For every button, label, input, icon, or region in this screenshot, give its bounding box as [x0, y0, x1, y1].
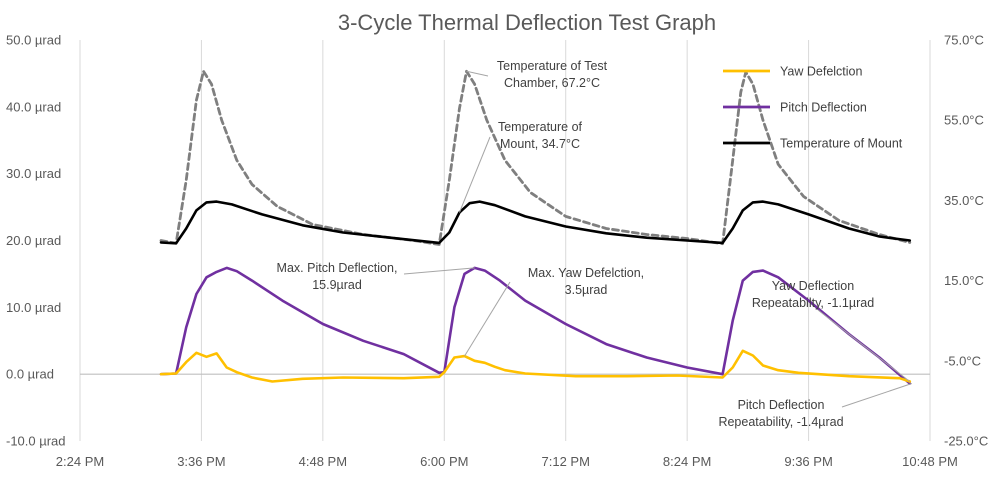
y-right-tick-label: 15.0°C — [944, 273, 984, 288]
x-tick-label: 8:24 PM — [663, 454, 711, 469]
y-left-tick-label: -10.0 µrad — [6, 434, 66, 449]
annotation-max-yaw: Max. Yaw Defelction, 3.5µrad — [464, 266, 644, 357]
series-line-temperature-of-mount — [159, 200, 912, 245]
legend: Yaw Defelction Pitch Deflection Temperatur… — [723, 65, 903, 151]
x-tick-label: 6:00 PM — [420, 454, 468, 469]
y-left-tick-label: 30.0 µrad — [6, 166, 61, 181]
x-tick-label: 10:48 PM — [902, 454, 958, 469]
legend-label-temperature-of-mount: Temperature of Mount — [780, 137, 903, 151]
y-left-tick-label: 20.0 µrad — [6, 233, 61, 248]
x-tick-label: 4:48 PM — [299, 454, 347, 469]
annotation-max-pitch: Max. Pitch Deflection, 15.9µrad — [277, 261, 475, 292]
x-tick-label: 3:36 PM — [177, 454, 225, 469]
y-left-tick-label: 10.0 µrad — [6, 300, 61, 315]
annotation-leader — [464, 281, 511, 357]
annotation-mount: Temperature of Mount, 34.7°C — [459, 120, 583, 213]
annotation-text: Temperature of Test — [497, 59, 608, 73]
annotation-text: Max. Yaw Defelction, — [528, 266, 644, 280]
annotation-leader — [841, 383, 912, 408]
annotation-text: 15.9µrad — [312, 278, 362, 292]
x-tick-label: 7:12 PM — [542, 454, 590, 469]
y-right-tick-label: 35.0°C — [944, 193, 984, 208]
series-line-temperature-of-test-chamber — [159, 69, 912, 246]
legend-label-yaw-defelction: Yaw Defelction — [780, 65, 862, 79]
y-right-tick-label: 55.0°C — [944, 113, 984, 128]
annotation-text: Pitch Deflection — [738, 398, 825, 412]
y-left-tick-label: 40.0 µrad — [6, 99, 61, 114]
annotation-text: Repeatabilty, -1.1µrad — [752, 296, 874, 310]
annotation-text: Chamber, 67.2°C — [504, 76, 600, 90]
annotation-text: Temperature of — [498, 120, 583, 134]
y-left-tick-label: 0.0 µrad — [6, 367, 54, 382]
annotation-text: Yaw Deflection — [772, 279, 854, 293]
annotation-text: 3.5µrad — [565, 283, 608, 297]
y-right-tick-label: -25.0°C — [944, 434, 988, 449]
legend-label-pitch-deflection: Pitch Deflection — [780, 101, 867, 115]
annotation-leader — [466, 70, 489, 77]
annotation-leader — [459, 136, 491, 213]
x-tick-label: 2:24 PM — [56, 454, 104, 469]
y-left-tick-label: 50.0 µrad — [6, 33, 61, 48]
annotation-chamber: Temperature of Test Chamber, 67.2°C — [466, 59, 608, 90]
y-right-tick-label: 75.0°C — [944, 33, 984, 48]
y-right-tick-label: -5.0°C — [944, 353, 981, 368]
series-line-yaw-defelction — [159, 349, 912, 383]
series-layer — [159, 69, 912, 385]
annotation-pitch-rep: Pitch Deflection Repeatability, -1.4µrad — [718, 383, 912, 429]
chart-title: 3-Cycle Thermal Deflection Test Graph — [338, 10, 716, 35]
axis-layer: 2:24 PM 3:36 PM 4:48 PM 6:00 PM 7:12 PM 8:24 … — [6, 33, 988, 470]
annotation-text: Max. Pitch Deflection, — [277, 261, 398, 275]
annotation-text: Repeatability, -1.4µrad — [718, 415, 843, 429]
annotation-yaw-rep: Yaw Deflection Repeatabilty, -1.1µrad — [752, 279, 911, 382]
annotation-leader — [403, 267, 475, 275]
x-tick-label: 9:36 PM — [784, 454, 832, 469]
annotation-text: Mount, 34.7°C — [500, 137, 580, 151]
annotation-leader — [817, 309, 911, 382]
